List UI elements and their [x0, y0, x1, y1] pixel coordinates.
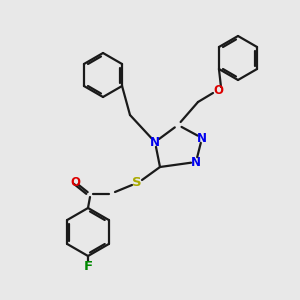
- Text: O: O: [70, 176, 80, 188]
- Text: N: N: [150, 136, 160, 148]
- Text: F: F: [83, 260, 93, 272]
- Text: S: S: [132, 176, 142, 188]
- Text: O: O: [213, 83, 223, 97]
- Text: N: N: [197, 131, 207, 145]
- Text: N: N: [191, 155, 201, 169]
